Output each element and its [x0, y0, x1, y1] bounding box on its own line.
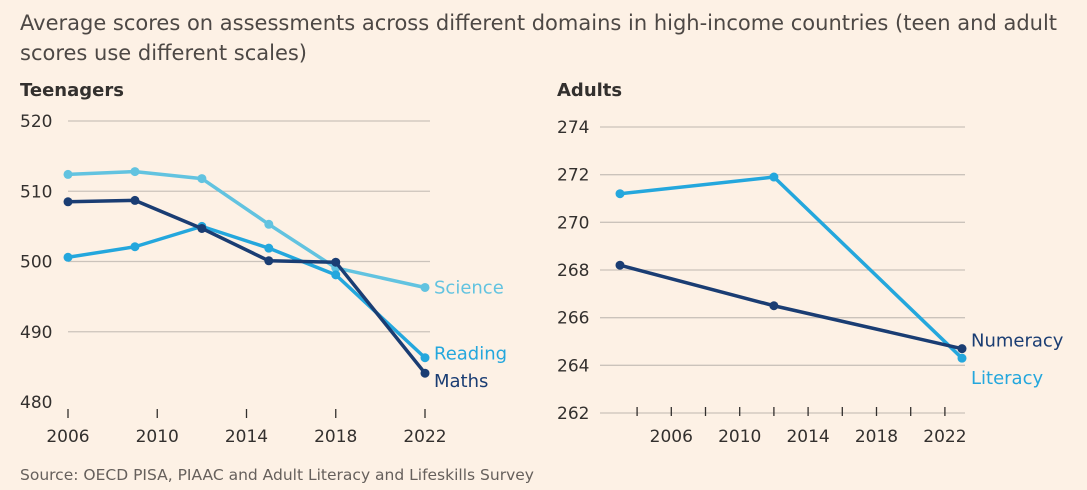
y-tick-label: 272 [557, 166, 589, 186]
y-tick-label: 274 [557, 118, 589, 138]
data-point-science [130, 167, 140, 177]
y-tick-label: 490 [20, 323, 52, 343]
series-line-science [67, 169, 426, 290]
y-tick-label: 520 [20, 112, 52, 132]
data-point-reading [331, 270, 341, 280]
data-point-reading [264, 243, 274, 253]
data-point-science [264, 219, 274, 229]
x-tick-label: 2018 [314, 427, 357, 447]
series-line-literacy [619, 175, 964, 360]
x-tick-label: 2010 [136, 427, 179, 447]
y-tick-label: 262 [557, 404, 589, 424]
series-label-numeracy: Numeracy [971, 331, 1064, 352]
series-line-reading [67, 224, 427, 360]
data-point-numeracy [615, 260, 625, 270]
y-tick-label: 268 [557, 261, 589, 281]
teenagers-panel-title: Teenagers [20, 80, 124, 101]
data-point-maths [197, 223, 207, 233]
data-point-science [197, 174, 207, 184]
source-note: Source: OECD PISA, PIAAC and Adult Liter… [20, 466, 534, 484]
x-tick-label: 2006 [46, 427, 89, 447]
data-point-reading [130, 242, 140, 252]
x-tick-label: 2010 [718, 427, 761, 447]
series-line-maths [67, 198, 427, 375]
data-point-reading [420, 353, 430, 363]
x-tick-label: 2006 [650, 427, 693, 447]
data-point-literacy [957, 353, 967, 363]
series-label-science: Science [434, 277, 504, 298]
data-point-literacy [769, 172, 779, 182]
x-tick-label: 2022 [923, 427, 966, 447]
data-point-numeracy [769, 301, 779, 311]
series-label-literacy: Literacy [971, 368, 1043, 389]
x-tick-label: 2014 [786, 427, 829, 447]
x-tick-label: 2018 [855, 427, 898, 447]
data-point-maths [420, 368, 430, 378]
y-tick-label: 264 [557, 356, 589, 376]
x-tick-label: 2014 [225, 427, 268, 447]
data-point-reading [63, 252, 73, 262]
adults-panel-title: Adults [557, 80, 623, 101]
data-point-numeracy [957, 344, 967, 354]
series-label-maths: Maths [434, 371, 488, 392]
series-label-reading: Reading [434, 344, 507, 365]
y-tick-label: 510 [20, 182, 52, 202]
y-tick-label: 480 [20, 393, 52, 413]
data-point-science [63, 169, 73, 179]
y-tick-label: 500 [20, 253, 52, 273]
x-tick-label: 2022 [403, 427, 446, 447]
y-tick-label: 266 [557, 309, 589, 329]
data-point-maths [331, 257, 341, 267]
data-point-literacy [615, 189, 625, 199]
y-tick-label: 270 [557, 213, 589, 233]
data-point-science [420, 282, 430, 292]
chart-title: Average scores on assessments across dif… [20, 11, 1058, 65]
data-point-maths [63, 197, 73, 207]
data-point-maths [130, 195, 140, 205]
data-point-maths [264, 256, 274, 266]
